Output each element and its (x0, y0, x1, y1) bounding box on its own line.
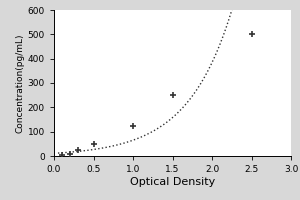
Y-axis label: Concentration(pg/mL): Concentration(pg/mL) (16, 33, 25, 133)
X-axis label: Optical Density: Optical Density (130, 177, 215, 187)
